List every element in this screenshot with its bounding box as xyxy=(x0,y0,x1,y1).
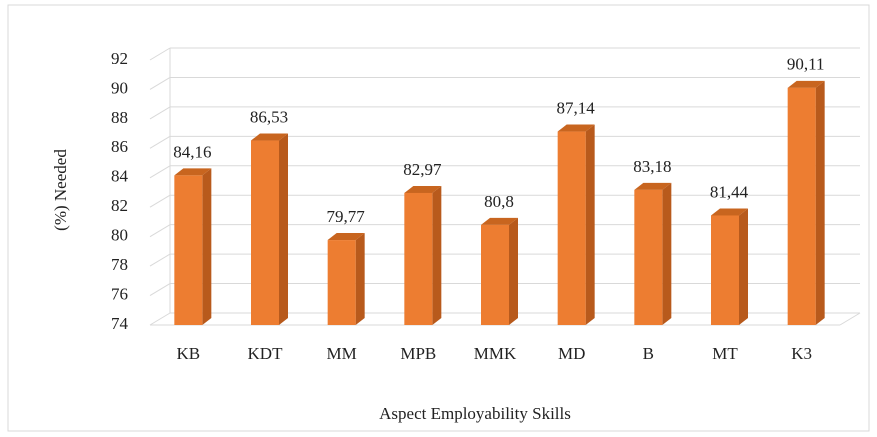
bar xyxy=(481,224,509,325)
grid-line-side xyxy=(149,106,171,120)
y-tick-label: 78 xyxy=(111,255,128,274)
y-tick-label: 76 xyxy=(111,284,128,303)
x-tick-label: MMK xyxy=(474,344,517,363)
bar xyxy=(174,175,203,325)
y-tick-label: 92 xyxy=(111,49,128,68)
bar xyxy=(404,192,433,325)
bar-side xyxy=(815,80,825,325)
bar-top xyxy=(251,133,288,141)
grid-line-side xyxy=(149,224,171,238)
grid-line-side xyxy=(149,283,171,296)
data-label: 82,97 xyxy=(403,160,442,179)
data-label: 83,18 xyxy=(633,157,671,176)
grid-line-side xyxy=(149,135,171,149)
x-tick-label: MPB xyxy=(400,344,436,363)
y-tick-label: 90 xyxy=(111,78,128,97)
floor-edge xyxy=(839,312,861,326)
grid-line-side xyxy=(149,194,171,208)
grid-line-side xyxy=(149,165,171,179)
bar xyxy=(634,189,663,325)
x-tick-label: K3 xyxy=(791,344,812,363)
bar-side xyxy=(662,182,672,325)
y-axis-title: (%) Needed xyxy=(51,149,70,231)
x-tick-label: MD xyxy=(558,344,585,363)
bar-top xyxy=(711,208,748,216)
bar-side xyxy=(355,233,365,325)
bar-top xyxy=(404,185,442,193)
x-tick-label: B xyxy=(643,344,654,363)
bar-side xyxy=(739,208,748,325)
bar-side xyxy=(509,217,518,325)
y-tick-label: 80 xyxy=(111,226,128,245)
bar-side xyxy=(585,124,595,325)
bar-top xyxy=(481,217,518,225)
grid-line-side xyxy=(149,47,171,61)
y-tick-label: 88 xyxy=(111,108,128,127)
bar xyxy=(787,87,816,325)
x-tick-label: MT xyxy=(712,344,738,363)
data-label: 90,11 xyxy=(787,55,825,74)
y-tick-label: 86 xyxy=(111,137,128,156)
data-label: 79,77 xyxy=(327,207,366,226)
bar-top xyxy=(327,233,365,241)
y-tick-label: 82 xyxy=(111,196,128,215)
bar-top xyxy=(174,168,212,176)
bar-top xyxy=(557,124,595,132)
bar-side xyxy=(202,168,212,325)
bar-side xyxy=(432,185,442,325)
grid-line-side xyxy=(149,77,171,90)
data-label: 84,16 xyxy=(173,142,211,161)
bar xyxy=(557,131,586,325)
y-tick-label: 74 xyxy=(111,314,129,333)
grid-line-side xyxy=(149,312,171,326)
bar-top xyxy=(787,80,825,88)
grid-line-side xyxy=(149,253,171,267)
bar xyxy=(251,140,279,325)
bar-side xyxy=(279,133,288,325)
bar-top xyxy=(634,182,672,190)
data-label: 86,53 xyxy=(250,107,288,126)
data-label: 80,8 xyxy=(484,192,514,211)
x-tick-label: MM xyxy=(327,344,357,363)
bar xyxy=(327,240,356,325)
y-tick-label: 84 xyxy=(111,167,129,186)
bar xyxy=(711,215,739,325)
x-tick-label: KDT xyxy=(248,344,284,363)
data-label: 81,44 xyxy=(710,182,749,201)
x-axis-title: Aspect Employability Skills xyxy=(379,404,571,423)
x-tick-label: KB xyxy=(177,344,201,363)
data-label: 87,14 xyxy=(557,98,596,117)
